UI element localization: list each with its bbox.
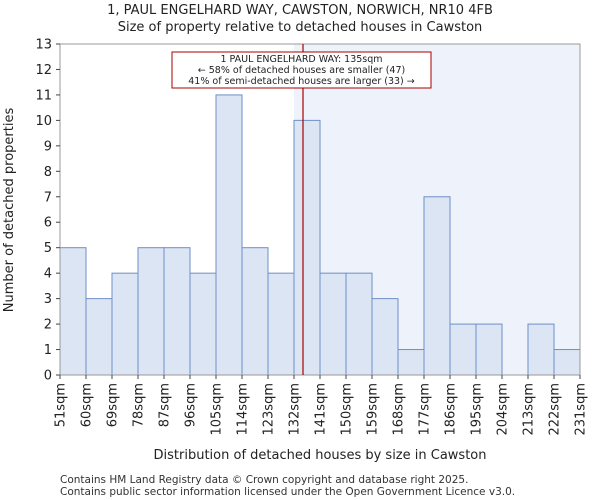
x-axis-label: Distribution of detached houses by size … (154, 448, 487, 463)
x-tick-label: 150sqm (340, 383, 355, 436)
y-tick-label: 12 (35, 63, 52, 78)
bar-60sqm (85, 298, 113, 376)
footer-copyright: Contains HM Land Registry data © Crown c… (60, 474, 469, 486)
x-tick-label: 132sqm (288, 383, 303, 436)
annotation-line-1: 1 PAUL ENGELHARD WAY: 135sqm (220, 54, 382, 65)
x-tick-label: 231sqm (574, 383, 589, 436)
x-tick-label: 96sqm (184, 383, 199, 427)
bar-132sqm (293, 119, 321, 376)
y-tick-label: 0 (44, 369, 52, 384)
x-tick-label: 141sqm (314, 383, 329, 436)
x-tick-label: 222sqm (548, 383, 563, 436)
bar-186sqm (449, 323, 477, 376)
bar-96sqm (189, 272, 217, 376)
footer-licence: Contains public sector information licen… (60, 486, 516, 498)
y-tick-label: 1 (44, 343, 52, 358)
bar-105sqm (215, 94, 243, 376)
y-tick-label: 6 (44, 216, 52, 231)
y-tick-label: 8 (44, 165, 52, 180)
y-tick-label: 10 (35, 114, 52, 129)
bar-114sqm (241, 247, 269, 376)
x-tick-label: 87sqm (158, 383, 173, 427)
x-tick-label: 195sqm (470, 383, 485, 436)
bar-123sqm (267, 272, 295, 376)
bar-159sqm (371, 298, 399, 376)
chart-subtitle: Size of property relative to detached ho… (117, 20, 483, 35)
x-tick-label: 168sqm (392, 383, 407, 436)
x-tick-label: 186sqm (444, 383, 459, 436)
x-tick-label: 177sqm (418, 383, 433, 436)
y-axis-label: Number of detached properties (2, 108, 17, 313)
chart-title: 1, PAUL ENGELHARD WAY, CAWSTON, NORWICH,… (107, 3, 493, 18)
x-tick-label: 204sqm (496, 383, 511, 436)
x-tick-label: 60sqm (80, 383, 95, 427)
x-tick-label: 105sqm (210, 383, 225, 436)
bar-222sqm (553, 349, 581, 376)
bar-168sqm (397, 349, 425, 376)
bar-78sqm (137, 247, 165, 376)
y-tick-label: 9 (44, 139, 52, 154)
y-tick-label: 13 (35, 38, 52, 53)
y-tick-label: 11 (35, 88, 52, 103)
bar-213sqm (527, 323, 555, 376)
x-tick-label: 78sqm (132, 383, 147, 427)
x-tick-label: 159sqm (366, 383, 381, 436)
x-tick-label: 123sqm (262, 383, 277, 436)
x-tick-label: 114sqm (236, 383, 251, 436)
y-tick-label: 7 (44, 190, 52, 205)
y-tick-label: 5 (44, 241, 52, 256)
bar-195sqm (475, 323, 503, 376)
bar-150sqm (345, 272, 373, 376)
bar-141sqm (319, 272, 347, 376)
bar-177sqm (423, 196, 451, 376)
bar-87sqm (163, 247, 191, 376)
x-tick-label: 213sqm (522, 383, 537, 436)
x-tick-label: 69sqm (106, 383, 121, 427)
y-tick-label: 4 (44, 267, 52, 282)
annotation-box (171, 51, 432, 89)
bar-69sqm (111, 272, 139, 376)
bar-51sqm (59, 247, 87, 376)
annotation-line-3: 41% of semi-detached houses are larger (… (188, 76, 415, 87)
annotation-line-2: ← 58% of detached houses are smaller (47… (198, 65, 405, 76)
y-tick-label: 2 (44, 318, 52, 333)
y-tick-label: 3 (44, 292, 52, 307)
x-tick-label: 51sqm (54, 383, 69, 427)
